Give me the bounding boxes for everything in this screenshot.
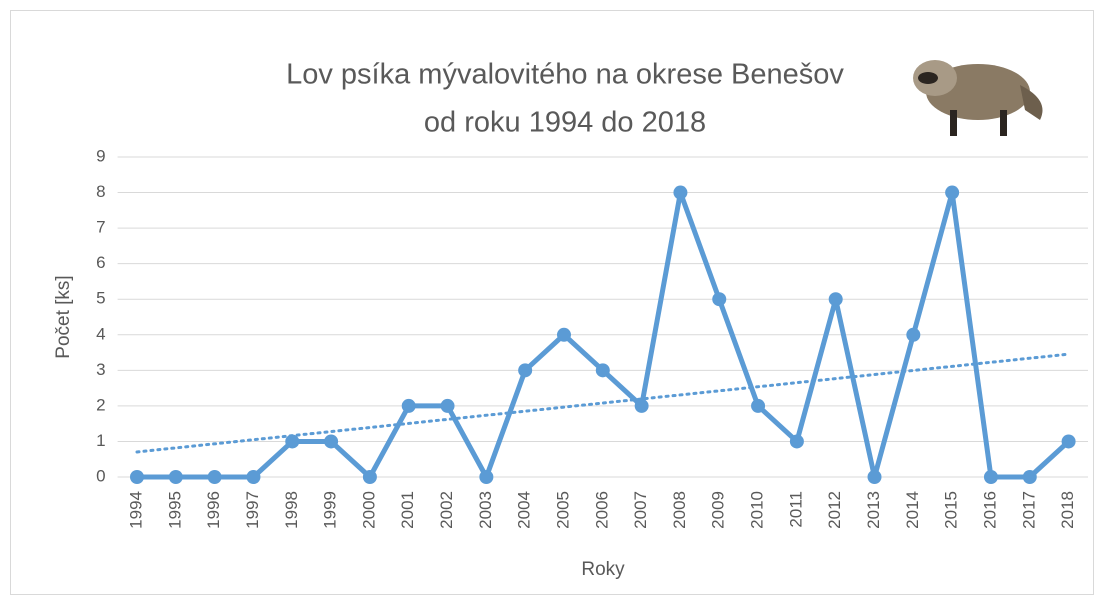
y-tick-label: 7 (96, 218, 105, 237)
y-axis-label: Počet [ks] (53, 275, 74, 358)
x-tick-label: 2003 (476, 491, 495, 529)
line-marker (945, 185, 960, 200)
x-tick-label: 1997 (243, 491, 262, 529)
x-tick-label: 1996 (204, 491, 223, 529)
x-tick-label: 1995 (165, 491, 184, 529)
line-marker (285, 434, 300, 449)
x-tick-label: 2017 (1019, 491, 1038, 529)
line-marker (673, 185, 688, 200)
line-marker (867, 470, 882, 484)
y-tick-label: 1 (96, 431, 105, 450)
x-tick-label: 2015 (942, 491, 961, 529)
x-tick-label: 2010 (748, 491, 767, 529)
line-marker (362, 470, 377, 484)
x-tick-label: 1999 (321, 491, 340, 529)
line-marker (1022, 470, 1037, 484)
line-marker (595, 363, 610, 378)
y-tick-label: 8 (96, 182, 105, 201)
line-marker (789, 434, 804, 449)
x-tick-label: 2018 (1058, 491, 1077, 529)
y-tick-label: 2 (96, 395, 105, 414)
x-tick-label: 2011 (786, 491, 805, 528)
y-tick-label: 4 (96, 324, 105, 343)
y-tick-label: 6 (96, 253, 105, 272)
x-tick-label: 2004 (515, 491, 534, 529)
line-marker (401, 398, 416, 413)
x-tick-label: 2005 (553, 491, 572, 529)
y-tick-label: 9 (96, 146, 105, 165)
line-marker (906, 327, 921, 342)
line-marker (983, 470, 998, 484)
x-tick-label: 1994 (126, 491, 145, 529)
x-tick-label: 2007 (631, 491, 650, 529)
line-marker (828, 292, 843, 307)
line-marker (479, 470, 494, 484)
line-marker (246, 470, 261, 484)
line-marker (634, 398, 649, 413)
chart-title: Lov psíka mývalovitého na okrese Benešov (286, 59, 844, 91)
line-marker (168, 470, 183, 484)
y-tick-label: 0 (96, 466, 105, 485)
x-tick-label: 2006 (592, 491, 611, 529)
x-tick-label: 2000 (359, 491, 378, 529)
y-tick-label: 5 (96, 289, 105, 308)
line-marker (324, 434, 339, 449)
x-tick-label: 2002 (437, 491, 456, 529)
line-marker (1061, 434, 1076, 449)
line-marker (440, 398, 455, 413)
x-tick-label: 2008 (670, 491, 689, 529)
line-marker (712, 292, 727, 307)
x-tick-label: 1998 (282, 491, 301, 529)
x-tick-label: 2013 (864, 491, 883, 529)
chart-border (10, 10, 1094, 595)
animal-illustration (913, 60, 1043, 136)
line-marker (518, 363, 533, 378)
x-tick-label: 2012 (825, 491, 844, 529)
x-tick-label: 2014 (903, 491, 922, 529)
x-tick-label: 2016 (980, 491, 999, 529)
x-tick-label: 2009 (709, 491, 728, 529)
line-marker (556, 327, 571, 342)
line-marker (130, 470, 145, 484)
y-tick-label: 3 (96, 360, 105, 379)
x-axis-label: Roky (581, 559, 625, 580)
line-marker (751, 398, 766, 413)
chart-title: od roku 1994 do 2018 (424, 107, 706, 139)
x-tick-label: 2001 (398, 491, 417, 529)
line-marker (207, 470, 222, 484)
